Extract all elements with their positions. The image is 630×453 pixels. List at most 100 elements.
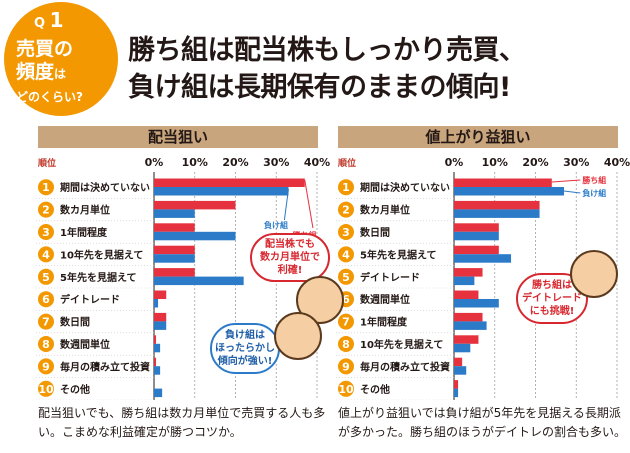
rank-circle <box>38 224 54 240</box>
bar-loser <box>154 299 159 308</box>
legend-leader <box>563 190 581 194</box>
rank-circle <box>38 179 54 196</box>
rank-circle <box>338 358 354 375</box>
bar-loser <box>154 388 163 398</box>
rank-circle <box>338 336 354 352</box>
x-tick-label: 0% <box>145 156 164 169</box>
bar-winner <box>154 290 167 299</box>
category-label: 5年先を見据えて <box>60 271 136 284</box>
category-label: 1年間程度 <box>60 226 108 239</box>
bar-winner <box>454 312 483 322</box>
bar-loser <box>154 276 244 286</box>
rank-circle <box>38 358 54 375</box>
rank-label: 順位 <box>337 157 356 169</box>
category-label: 毎月の積み立て投資 <box>60 360 150 373</box>
left-panel-title: 配当狙い <box>38 126 318 148</box>
bar-winner <box>454 223 499 232</box>
x-tick-label: 40% <box>304 156 330 169</box>
rank-circle <box>38 268 54 285</box>
bar-loser <box>454 366 467 375</box>
bar-winner <box>154 312 167 322</box>
question-badge: Q 1 売買の 頻度は どのくらい? <box>4 2 118 116</box>
rank-number: 8 <box>42 338 50 351</box>
category-label: デイトレード <box>60 293 120 306</box>
bar-loser <box>454 209 540 218</box>
category-label: 数カ月単位 <box>360 204 410 217</box>
bar-winner <box>454 335 479 344</box>
bar-winner <box>154 335 157 344</box>
rank-number: 3 <box>342 226 350 239</box>
rank-circle <box>38 291 54 308</box>
bar-loser <box>154 254 195 263</box>
rank-number: 3 <box>42 226 50 239</box>
category-label: 数週間単位 <box>360 293 410 306</box>
category-label: 期間は決めていない <box>60 181 150 194</box>
legend-leader <box>551 179 581 183</box>
legend-loser: 負け組 <box>264 220 288 230</box>
bar-winner <box>454 245 499 255</box>
bar-winner <box>154 223 195 232</box>
bar-loser <box>154 187 289 196</box>
category-label: その他 <box>360 383 390 396</box>
category-label: 数カ月単位 <box>60 204 110 217</box>
rank-number: 10 <box>38 383 54 396</box>
rank-circle <box>338 246 354 263</box>
category-label: その他 <box>60 383 90 396</box>
question-number: Q 1 <box>34 8 64 32</box>
category-label: 毎月の積み立て投資 <box>360 360 450 373</box>
bar-winner <box>154 178 305 187</box>
legend-leader <box>304 179 314 229</box>
question-text: 売買の 頻度は どのくらい? <box>16 38 83 104</box>
category-label: 10年先を見据えて <box>60 248 143 261</box>
right-chart: 順位 0% 10% 20% 30% 40% 1 期間は決めていない 2 数カ月単位 3 数日間 4 5年先… <box>336 156 630 400</box>
category-label: 5年先を見据えて <box>360 248 436 261</box>
right-panel-title: 値上がり益狙い <box>338 126 618 148</box>
left-footnote: 配当狙いでも、勝ち組は数カ月単位で売買する人も多 い。こまめな利益確定が勝つコツか… <box>38 406 326 439</box>
rank-number: 9 <box>42 360 50 373</box>
bar-loser <box>454 231 499 241</box>
rank-number: 1 <box>42 181 50 194</box>
rank-number: 7 <box>42 316 50 329</box>
rank-circle <box>38 336 54 352</box>
winner-face-right <box>570 250 618 298</box>
x-tick-label: 20% <box>522 156 548 169</box>
rank-number: 4 <box>42 248 50 261</box>
legend-loser: 負け組 <box>582 188 606 198</box>
headline-line-1: 勝ち組は配当株もしっかり売買、 <box>128 35 526 66</box>
x-tick-label: 40% <box>604 156 630 169</box>
bar-winner <box>454 290 479 299</box>
category-label: 期間は決めていない <box>360 181 450 194</box>
bar-winner <box>154 200 236 210</box>
rank-circle <box>338 313 354 330</box>
bar-loser <box>154 343 161 353</box>
headline: 勝ち組は配当株もしっかり売買、 負け組は長期保有のままの傾向! <box>128 32 526 106</box>
category-label: 数日間 <box>60 316 90 329</box>
speech-bubble-blue-left: 負け組は ほったらかし 傾向が強い! <box>210 323 280 374</box>
rank-circle <box>338 224 354 240</box>
bar-loser <box>454 254 512 263</box>
category-label: 10年先を見据えて <box>360 338 443 351</box>
bar-loser <box>454 388 459 398</box>
x-tick-label: 10% <box>482 156 508 169</box>
rank-number: 9 <box>342 360 350 373</box>
bar-loser <box>154 209 195 218</box>
rank-number: 2 <box>342 204 350 217</box>
rank-label: 順位 <box>37 157 56 169</box>
speech-bubble-red-left: 配当株でも 数カ月単位で 利確! <box>250 233 330 282</box>
rank-number: 6 <box>42 293 50 306</box>
rank-circle <box>338 179 354 196</box>
category-label: 1年間程度 <box>360 316 408 329</box>
rank-circle <box>338 380 354 397</box>
bar-winner <box>154 245 195 255</box>
rank-circle <box>38 201 54 218</box>
rank-number: 7 <box>342 316 350 329</box>
rank-circle <box>338 201 354 218</box>
rank-number: 5 <box>42 271 50 284</box>
rank-number: 8 <box>342 338 350 351</box>
rank-circle <box>38 313 54 330</box>
bar-loser <box>154 321 167 330</box>
rank-circle <box>38 380 54 397</box>
rank-number: 2 <box>42 204 50 217</box>
bar-winner <box>454 268 483 277</box>
